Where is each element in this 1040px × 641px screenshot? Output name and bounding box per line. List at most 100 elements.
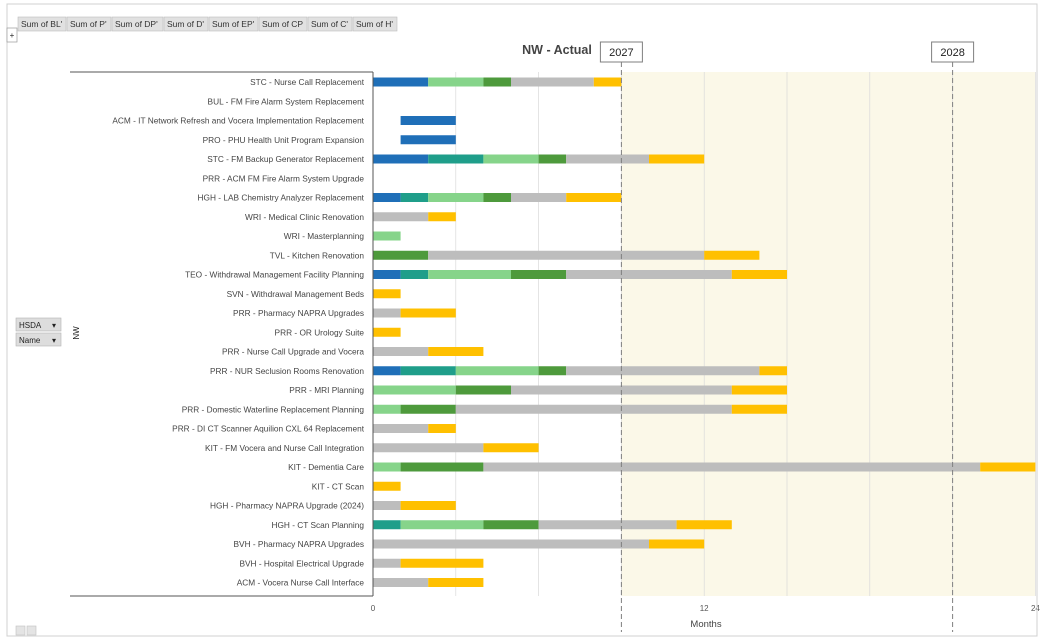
bar-segment — [511, 270, 567, 279]
category-label: HGH - Pharmacy NAPRA Upgrade (2024) — [210, 501, 364, 511]
field-button-label: Sum of P' — [70, 19, 107, 29]
bar-segment — [373, 212, 429, 222]
bar-segment — [400, 366, 456, 376]
field-button[interactable] — [111, 16, 164, 32]
year-marker-label: 2027 — [609, 47, 633, 59]
category-label: PRR - Nurse Call Upgrade and Vocera — [222, 347, 364, 357]
field-button[interactable] — [17, 16, 67, 32]
bar-segment — [511, 193, 567, 202]
bar-segment — [455, 366, 539, 376]
bar-segment — [373, 250, 429, 260]
bar-segment — [980, 462, 1036, 472]
category-label: KIT - CT Scan — [312, 481, 365, 491]
category-label: TVL - Kitchen Renovation — [270, 250, 365, 260]
x-tick-label: 12 — [700, 604, 709, 613]
bar-segment — [483, 520, 539, 530]
field-button[interactable] — [208, 16, 259, 32]
category-label: PRR - Domestic Waterline Replacement Pla… — [182, 404, 365, 414]
dropdown-arrow-icon: ▾ — [52, 321, 56, 330]
bar-segment — [649, 154, 705, 164]
bar-segment — [428, 193, 484, 202]
category-label: HGH - CT Scan Planning — [271, 520, 364, 530]
category-label: BUL - FM Fire Alarm System Replacement — [208, 96, 365, 106]
expand-all-button[interactable] — [15, 625, 26, 636]
bar-segment — [400, 193, 429, 202]
category-label: TEO - Withdrawal Management Facility Pla… — [185, 270, 364, 280]
category-label: PRR - DI CT Scanner Aquilion CXL 64 Repl… — [172, 424, 365, 434]
bar-segment — [566, 154, 649, 164]
field-button[interactable] — [352, 16, 398, 32]
bar-segment — [373, 539, 649, 549]
category-label: STC - FM Backup Generator Replacement — [207, 154, 364, 164]
bar-segment — [373, 520, 401, 530]
category-label: STC - Nurse Call Replacement — [250, 77, 365, 87]
chart-title: NW - Actual — [522, 43, 592, 57]
field-button-label: Sum of H' — [356, 19, 393, 29]
category-label: PRR - NUR Seclusion Rooms Renovation — [210, 366, 364, 376]
chart-area-border — [6, 3, 1038, 637]
bar-segment — [428, 250, 705, 260]
field-button[interactable] — [163, 16, 209, 32]
bar-segment — [538, 154, 567, 164]
category-label: WRI - Medical Clinic Renovation — [245, 212, 364, 222]
bar-segment — [511, 77, 594, 87]
category-label: SVN - Withdrawal Management Beds — [227, 289, 364, 299]
category-label: KIT - Dementia Care — [288, 462, 364, 472]
bar-segment — [428, 424, 456, 433]
filter-button-name[interactable] — [15, 332, 62, 347]
bar-segment — [483, 462, 981, 472]
bar-segment — [400, 462, 484, 472]
category-label: WRI - Masterplanning — [284, 231, 365, 241]
bar-segment — [483, 77, 511, 87]
bar-segment — [483, 154, 539, 164]
bar-segment — [400, 116, 456, 125]
bar-segment — [731, 270, 787, 279]
year-marker-box — [931, 41, 975, 63]
bar-segment — [373, 77, 429, 87]
bar-segment — [455, 404, 732, 414]
year-marker-label: 2028 — [940, 47, 964, 59]
field-button-label: Sum of DP' — [115, 19, 158, 29]
bar-segment — [566, 193, 622, 202]
plot-shading — [621, 72, 1035, 596]
bar-segment — [704, 250, 760, 260]
field-button-label: Sum of EP' — [212, 19, 255, 29]
bar-segment — [373, 443, 484, 453]
filter-button-name-label: Name — [19, 336, 41, 345]
filter-button-hsda-label: HSDA — [19, 321, 42, 330]
bar-segment — [428, 270, 511, 279]
category-label: PRR - OR Urology Suite — [275, 327, 365, 337]
bar-segment — [428, 212, 456, 222]
expand-toggle[interactable] — [6, 27, 18, 43]
bar-segment — [373, 578, 429, 587]
collapse-all-button[interactable] — [26, 625, 37, 636]
bar-segment — [373, 404, 401, 414]
field-button[interactable] — [258, 16, 308, 32]
bar-segment — [400, 520, 484, 530]
category-label: PRR - Pharmacy NAPRA Upgrades — [233, 308, 364, 318]
x-axis-title: Months — [690, 619, 721, 630]
dropdown-arrow-icon: ▾ — [52, 336, 56, 345]
field-button-label: Sum of C' — [311, 19, 348, 29]
bar-segment — [538, 520, 677, 530]
field-button[interactable] — [66, 16, 112, 32]
field-button-label: Sum of CP — [262, 19, 303, 29]
bar-segment — [373, 481, 401, 491]
category-label: HGH - LAB Chemistry Analyzer Replacement — [198, 193, 365, 203]
category-label: ACM - Vocera Nurse Call Interface — [237, 578, 365, 588]
bar-segment — [428, 77, 484, 87]
field-button-label: Sum of BL' — [21, 19, 63, 29]
expand-icon: + — [10, 31, 15, 40]
bar-segment — [566, 270, 732, 279]
bar-segment — [373, 424, 429, 433]
bar-segment — [373, 501, 401, 510]
bar-segment — [400, 308, 456, 318]
field-button[interactable] — [307, 16, 353, 32]
bar-segment — [593, 77, 622, 87]
filter-button-hsda[interactable] — [15, 317, 62, 332]
bar-segment — [538, 366, 567, 376]
bar-segment — [428, 154, 484, 164]
bar-segment — [400, 404, 456, 414]
bar-segment — [373, 462, 401, 472]
category-label: PRR - ACM FM Fire Alarm System Upgrade — [203, 173, 365, 183]
